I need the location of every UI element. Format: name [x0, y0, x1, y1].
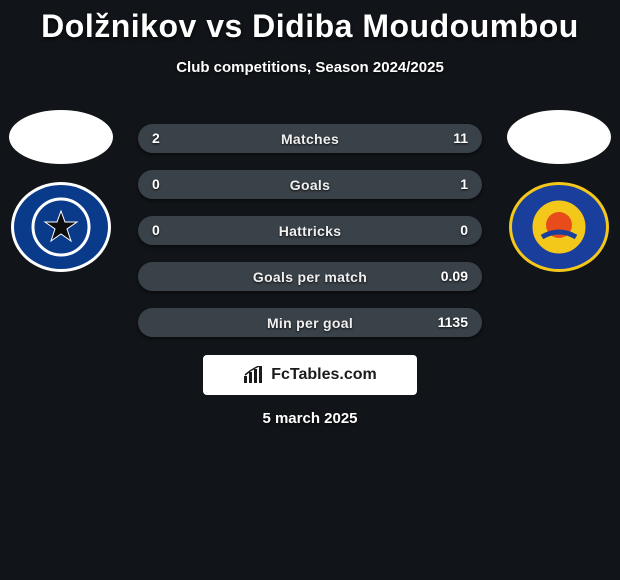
page-title: Dolžnikov vs Didiba Moudoumbou: [0, 0, 620, 45]
club-right-badge: [509, 182, 609, 272]
stat-right-value: 1: [460, 170, 468, 199]
stat-left-value: 2: [152, 124, 160, 153]
stat-right-value: 0: [460, 216, 468, 245]
brand-text: FcTables.com: [271, 366, 377, 384]
stat-row: Goals per match 0.09: [138, 262, 482, 291]
stat-label: Goals: [290, 177, 330, 193]
player-right-avatar: [507, 110, 611, 164]
stat-left-value: 0: [152, 216, 160, 245]
stat-right-value: 11: [453, 124, 468, 153]
stat-left-value: 0: [152, 170, 160, 199]
stat-right-value: 1135: [438, 308, 468, 337]
stat-row: 0 Goals 1: [138, 170, 482, 199]
club-left-crest-icon: [31, 197, 91, 257]
club-left-badge: [11, 182, 111, 272]
stat-label: Min per goal: [267, 315, 353, 331]
player-right-column: [504, 110, 614, 272]
bar-chart-icon: [243, 366, 265, 384]
stats-block: 2 Matches 11 0 Goals 1 0 Hattricks 0 Goals per ma…: [138, 124, 482, 354]
stat-right-value: 0.09: [441, 262, 468, 291]
brand-box: FcTables.com: [203, 355, 417, 395]
stat-row: 2 Matches 11: [138, 124, 482, 153]
player-left-column: [6, 110, 116, 272]
stat-row: Min per goal 1135: [138, 308, 482, 337]
player-left-avatar: [9, 110, 113, 164]
club-right-crest-icon: [529, 197, 589, 257]
stat-row: 0 Hattricks 0: [138, 216, 482, 245]
subtitle: Club competitions, Season 2024/2025: [0, 59, 620, 76]
stat-label: Goals per match: [253, 269, 367, 285]
stat-label: Matches: [281, 131, 339, 147]
date-text: 5 march 2025: [0, 410, 620, 427]
stat-label: Hattricks: [279, 223, 342, 239]
comparison-card: Dolžnikov vs Didiba Moudoumbou Club comp…: [0, 0, 620, 580]
